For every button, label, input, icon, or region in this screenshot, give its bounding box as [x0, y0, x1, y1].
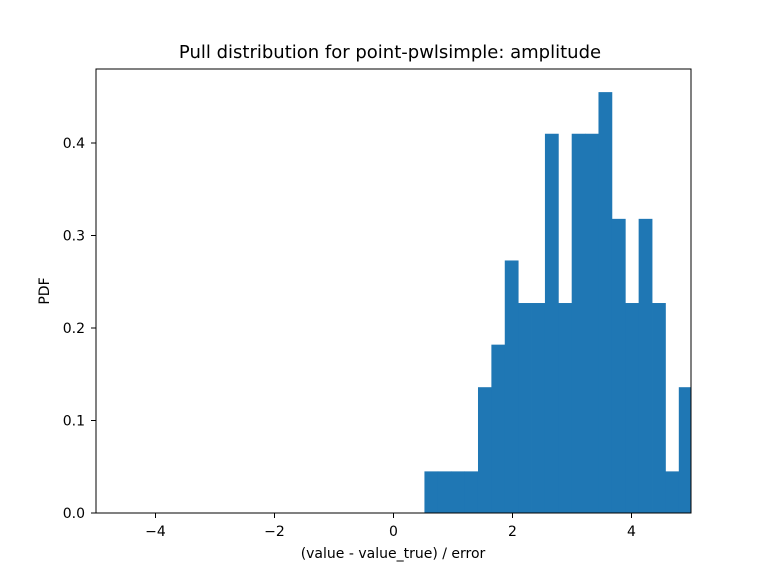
x-tick-label: 4: [627, 524, 636, 540]
y-tick-label: 0.3: [63, 229, 85, 245]
histogram-bar-3: [464, 471, 479, 513]
y-tick-label: 0.4: [63, 136, 85, 152]
histogram-bars: [424, 92, 691, 513]
histogram-bar-14: [611, 218, 626, 513]
histogram-bar-2: [451, 471, 465, 513]
histogram-bar-1: [437, 471, 452, 513]
histogram-bar-10: [558, 303, 573, 513]
y-axis-ticks: 0.0 0.1 0.2 0.3 0.4: [63, 136, 96, 522]
histogram-bar-0: [424, 471, 439, 513]
x-axis-ticks: −4 −2 0 2 4: [145, 513, 636, 540]
y-axis-label: PDF: [37, 277, 53, 304]
histogram-bar-15: [625, 303, 640, 513]
histogram-bar-16: [638, 218, 653, 513]
y-tick-label: 0.0: [63, 506, 85, 522]
histogram-bar-18: [665, 471, 680, 513]
x-tick-label: −4: [145, 524, 166, 540]
histogram-bar-8: [531, 303, 546, 513]
histogram-bar-11: [571, 133, 586, 513]
histogram-bar-4: [477, 387, 492, 513]
histogram-bar-9: [544, 133, 559, 513]
y-tick-label: 0.2: [63, 321, 85, 337]
histogram-bar-6: [504, 260, 519, 513]
y-tick-label: 0.1: [63, 414, 85, 430]
histogram-bar-12: [585, 133, 599, 513]
x-tick-label: −2: [264, 524, 285, 540]
histogram-bar-13: [598, 92, 613, 513]
histogram-bar-19: [678, 387, 691, 513]
histogram-bar-17: [652, 303, 666, 513]
x-tick-label: 2: [508, 524, 517, 540]
x-axis-label: (value - value_true) / error: [301, 546, 486, 562]
x-tick-label: 0: [389, 524, 398, 540]
chart-title: Pull distribution for point-pwlsimple: a…: [179, 42, 601, 63]
plot-frame: [95, 68, 692, 514]
histogram-bar-7: [518, 303, 532, 513]
histogram-bar-5: [491, 344, 506, 513]
